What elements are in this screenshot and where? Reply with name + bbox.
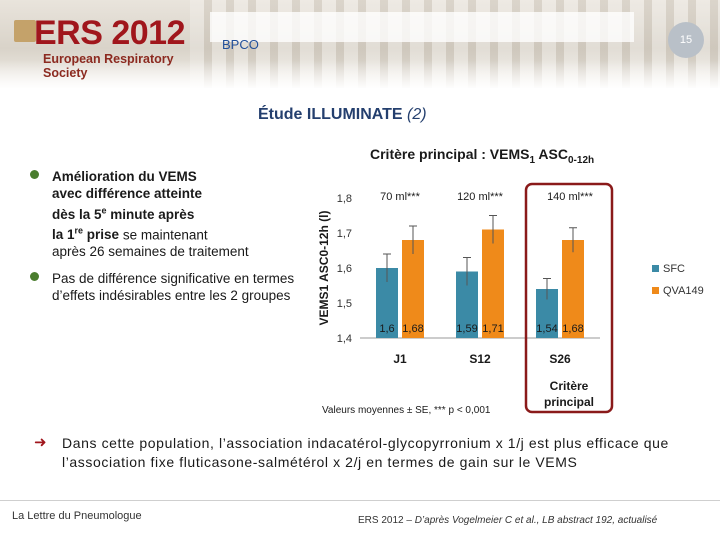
y-tick-label: 1,4 (337, 333, 352, 345)
difference-label: 140 ml*** (547, 191, 594, 203)
bar-value-label: 1,68 (562, 323, 583, 335)
y-axis-label: VEMS1 ASC0-12h (l) (317, 211, 331, 326)
ers-emblem-icon (14, 20, 36, 42)
footer-journal: La Lettre du Pneumologue (12, 510, 142, 522)
legend-label-sfc: SFC (663, 263, 685, 275)
primary-endpoint-highlight (524, 182, 614, 414)
bar-qva149 (482, 229, 504, 338)
bar-sfc (536, 289, 558, 338)
footer-divider (0, 500, 720, 501)
section-label: BPCO (222, 37, 259, 52)
ers-logo: ERS 2012 European Respiratory Society (10, 6, 188, 80)
difference-label: 70 ml*** (380, 191, 420, 203)
legend-swatch-qva149 (652, 287, 659, 294)
bullet-item-efficacy: Amélioration du VEMS avec différence att… (30, 168, 295, 260)
slide-title-suffix: (2) (407, 106, 427, 123)
y-tick-label: 1,6 (337, 263, 352, 275)
x-tick-label: J1 (393, 352, 407, 366)
y-tick-label: 1,8 (337, 193, 352, 205)
bar-qva149 (562, 240, 584, 338)
highlight-label-line2: principal (544, 395, 594, 409)
bullet-list: Amélioration du VEMS avec différence att… (30, 168, 295, 314)
bullet-dot-icon (30, 272, 39, 281)
bar-value-label: 1,68 (402, 323, 423, 335)
logo-title: ERS 2012 (34, 14, 186, 52)
bar-value-label: 1,54 (536, 323, 557, 335)
header-banner: ERS 2012 European Respiratory Society BP… (0, 0, 720, 90)
conclusion: ➜ Dans cette population, l’association i… (34, 434, 678, 472)
page-number: 15 (668, 22, 704, 58)
bullet-item-safety: Pas de différence significative en terme… (30, 270, 295, 304)
x-tick-label: S26 (549, 352, 571, 366)
highlight-label-line1: Critère (550, 379, 589, 393)
bar-value-label: 1,6 (379, 323, 394, 335)
y-tick-label: 1,7 (337, 228, 352, 240)
x-tick-label: S12 (469, 352, 491, 366)
bar-sfc (376, 268, 398, 338)
fev1-bar-chart: 1,4 1,5 1,6 1,7 1,8 VEMS1 ASC0-12h (l) 1,6 1,68… (317, 182, 704, 416)
section-bar (210, 12, 634, 42)
footer-reference: ERS 2012 – D’après Vogelmeier C et al., … (358, 515, 658, 526)
bar-qva149 (402, 240, 424, 338)
slide-title: Étude ILLUMINATE (2) (258, 106, 427, 124)
bar-value-label: 1,71 (482, 323, 503, 335)
legend-label-qva149: QVA149 (663, 285, 704, 297)
bar-value-label: 1,59 (456, 323, 477, 335)
logo-subtitle: European Respiratory Society (43, 52, 174, 80)
criterion-heading: Critère principal : VEMS1 ASC0-12h (370, 146, 595, 166)
bullet-dot-icon (30, 170, 39, 179)
difference-label: 120 ml*** (457, 191, 504, 203)
y-tick-label: 1,5 (337, 298, 352, 310)
conclusion-text: Dans cette population, l’association ind… (62, 435, 669, 470)
significance-note: Valeurs moyennes ± SE, *** p < 0,001 (322, 405, 491, 416)
slide-title-main: Étude ILLUMINATE (258, 106, 403, 123)
legend-swatch-sfc (652, 265, 659, 272)
bar-sfc (456, 271, 478, 338)
arrow-right-icon: ➜ (34, 434, 48, 451)
